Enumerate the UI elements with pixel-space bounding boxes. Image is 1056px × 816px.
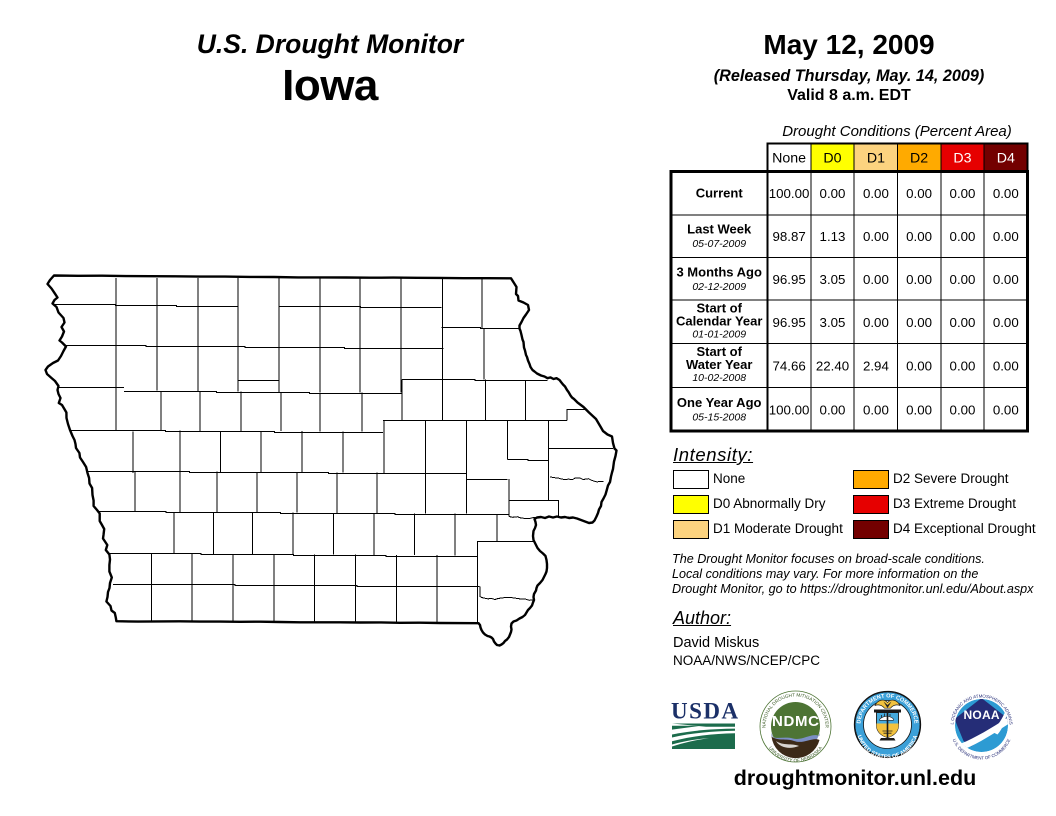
svg-text:Water Year: Water Year [686,357,753,372]
svg-text:NOAA: NOAA [964,708,1000,722]
svg-text:0.00: 0.00 [993,186,1019,201]
svg-text:0.00: 0.00 [950,186,976,201]
svg-text:22.40: 22.40 [816,359,849,374]
svg-text:0.00: 0.00 [950,359,976,374]
svg-text:3 Months Ago: 3 Months Ago [676,264,762,279]
svg-text:0.00: 0.00 [906,359,932,374]
svg-text:Last Week: Last Week [687,222,752,237]
svg-text:None: None [772,151,806,167]
svg-text:0.00: 0.00 [863,402,889,417]
svg-text:0.00: 0.00 [863,315,889,330]
svg-text:0.00: 0.00 [950,402,976,417]
svg-text:0.00: 0.00 [906,186,932,201]
svg-text:3.05: 3.05 [820,315,846,330]
svg-text:74.66: 74.66 [772,359,805,374]
svg-text:NDMC: NDMC [772,713,819,730]
svg-text:D2: D2 [910,151,928,167]
svg-text:0.00: 0.00 [993,229,1019,244]
svg-text:1.13: 1.13 [820,229,846,244]
svg-text:02-12-2009: 02-12-2009 [692,281,746,293]
svg-text:Calendar Year: Calendar Year [676,313,762,328]
svg-text:0.00: 0.00 [906,315,932,330]
svg-text:05-07-2009: 05-07-2009 [692,238,746,250]
svg-text:0.00: 0.00 [993,315,1019,330]
svg-text:0.00: 0.00 [993,402,1019,417]
svg-text:Start of: Start of [696,300,742,315]
svg-text:D1: D1 [867,151,885,167]
svg-text:100.00: 100.00 [769,402,810,417]
svg-text:Current: Current [696,186,744,201]
svg-text:0.00: 0.00 [906,272,932,287]
svg-text:05-15-2008: 05-15-2008 [692,411,746,423]
svg-text:2.94: 2.94 [863,359,889,374]
svg-text:Start of: Start of [696,344,742,359]
svg-text:0.00: 0.00 [950,229,976,244]
svg-text:0.00: 0.00 [906,402,932,417]
svg-text:D4: D4 [997,151,1015,167]
svg-text:0.00: 0.00 [863,229,889,244]
svg-text:3.05: 3.05 [820,272,846,287]
svg-text:01-01-2009: 01-01-2009 [692,328,746,340]
svg-text:0.00: 0.00 [950,315,976,330]
svg-text:96.95: 96.95 [772,315,805,330]
svg-text:96.95: 96.95 [772,272,805,287]
svg-text:0.00: 0.00 [993,359,1019,374]
svg-text:D0: D0 [823,151,841,167]
svg-text:98.87: 98.87 [772,229,805,244]
svg-text:0.00: 0.00 [863,272,889,287]
svg-text:0.00: 0.00 [950,272,976,287]
svg-text:0.00: 0.00 [906,229,932,244]
svg-text:10-02-2008: 10-02-2008 [692,372,746,384]
svg-text:100.00: 100.00 [769,186,810,201]
svg-text:0.00: 0.00 [993,272,1019,287]
svg-text:USDA: USDA [671,699,740,724]
svg-text:0.00: 0.00 [820,186,846,201]
svg-text:0.00: 0.00 [863,186,889,201]
svg-text:0.00: 0.00 [820,402,846,417]
svg-text:One Year Ago: One Year Ago [677,395,762,410]
svg-text:D3: D3 [953,151,971,167]
